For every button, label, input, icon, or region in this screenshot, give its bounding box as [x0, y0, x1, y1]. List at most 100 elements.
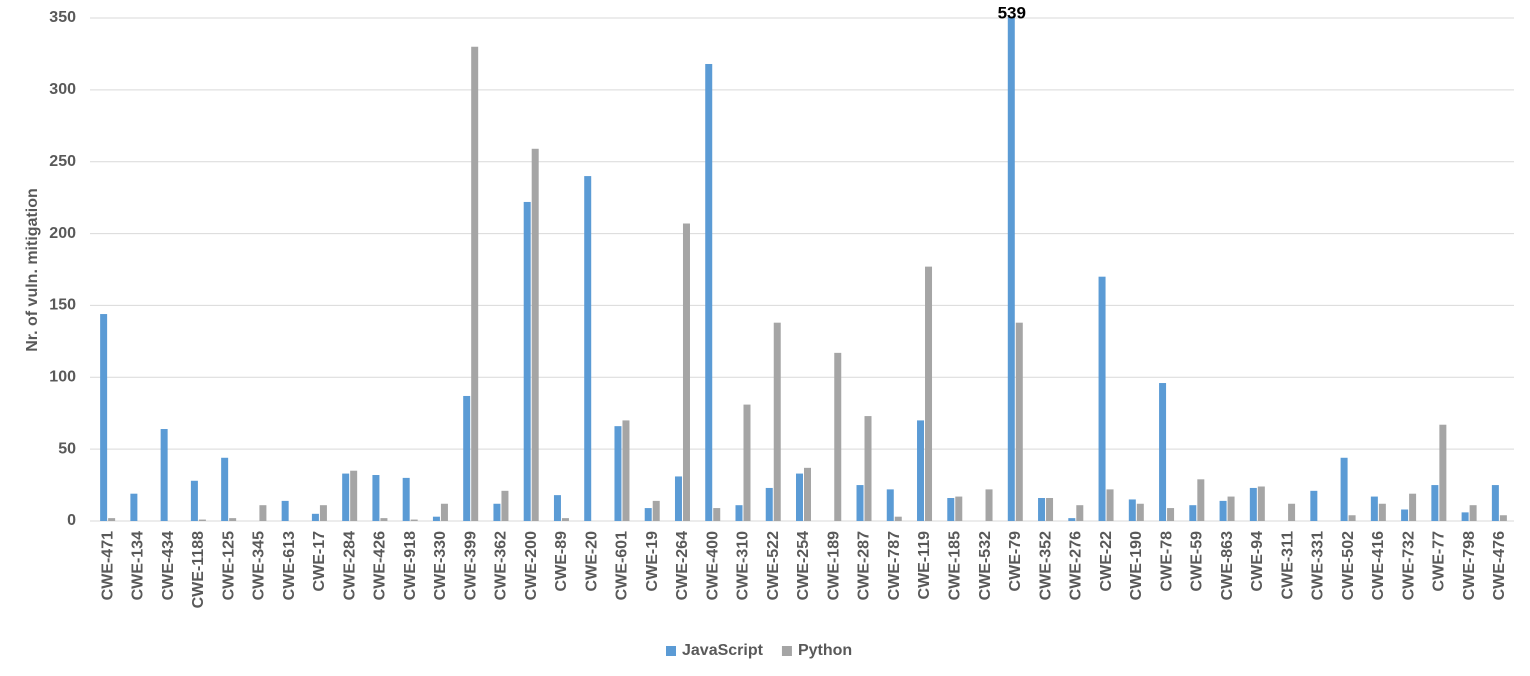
data-label: 539 — [998, 3, 1026, 22]
bar — [743, 404, 751, 521]
x-tick-label: CWE-200 — [523, 531, 540, 600]
bar — [1409, 493, 1417, 521]
bar — [432, 516, 440, 521]
bar — [1370, 496, 1378, 521]
x-tick-label: CWE-522 — [765, 531, 782, 600]
bar — [1219, 500, 1227, 521]
bar — [1136, 503, 1144, 521]
bar — [584, 176, 592, 522]
bar — [1098, 276, 1106, 521]
bar — [1348, 515, 1356, 521]
y-axis-label: Nr. of vuln. mitigation — [24, 188, 41, 352]
x-tick-label: CWE-613 — [281, 531, 298, 600]
x-tick-label: CWE-476 — [1491, 531, 1508, 600]
x-tick-label: CWE-787 — [886, 531, 903, 600]
x-tick-label: CWE-416 — [1370, 531, 1387, 600]
bar — [705, 63, 713, 521]
bar — [410, 519, 418, 521]
bar — [1491, 485, 1499, 521]
bar — [1401, 509, 1409, 521]
bar — [531, 148, 539, 521]
x-tick-label: CWE-311 — [1279, 531, 1296, 600]
bar — [765, 487, 773, 521]
plot-area — [100, 17, 1507, 522]
bar — [1310, 490, 1318, 521]
x-tick-label: CWE-254 — [795, 531, 812, 600]
bar — [1197, 479, 1205, 521]
bar — [130, 493, 138, 521]
bar — [523, 201, 531, 521]
bar — [1499, 515, 1507, 521]
bar — [1068, 518, 1076, 521]
bar — [281, 500, 289, 521]
x-tick-label: CWE-59 — [1189, 531, 1206, 592]
x-tick-label: CWE-189 — [825, 531, 842, 600]
legend-label: Python — [798, 642, 852, 659]
x-tick-label: CWE-19 — [644, 531, 661, 592]
bar — [622, 420, 630, 521]
x-tick-label: CWE-863 — [1219, 531, 1236, 600]
x-tick-label: CWE-1188 — [190, 531, 207, 608]
bar — [985, 489, 993, 521]
bar — [1431, 485, 1439, 521]
bar — [372, 475, 380, 521]
bar — [947, 498, 955, 521]
bar — [190, 480, 198, 521]
bar — [1227, 496, 1235, 521]
y-tick-label: 200 — [49, 225, 76, 242]
x-tick-label: CWE-134 — [130, 531, 147, 600]
bar — [350, 470, 358, 521]
x-tick-label: CWE-264 — [674, 531, 691, 600]
legend-label: JavaScript — [682, 642, 764, 659]
bar — [773, 322, 781, 521]
x-tick-label: CWE-532 — [977, 531, 994, 600]
bar — [1189, 505, 1197, 521]
x-tick-label: CWE-502 — [1340, 531, 1357, 600]
y-tick-label: 350 — [49, 9, 76, 26]
bar — [856, 485, 864, 521]
bar — [1461, 512, 1469, 521]
bar — [1015, 322, 1023, 521]
y-tick-label: 300 — [49, 81, 76, 98]
x-tick-label: CWE-352 — [1037, 531, 1054, 600]
x-tick-label: CWE-276 — [1068, 531, 1085, 600]
bar — [1257, 486, 1265, 521]
x-tick-label: CWE-77 — [1431, 531, 1448, 592]
bar — [713, 508, 721, 521]
bar — [735, 505, 743, 521]
bar — [674, 476, 682, 521]
bar — [561, 518, 569, 521]
bar — [100, 314, 108, 521]
bar — [1159, 383, 1167, 521]
y-tick-label: 100 — [49, 369, 76, 386]
bar — [614, 426, 622, 521]
x-tick-label: CWE-22 — [1098, 531, 1115, 592]
bar — [1469, 505, 1477, 521]
x-tick-label: CWE-331 — [1310, 531, 1327, 600]
y-tick-label: 0 — [67, 512, 76, 529]
legend-swatch — [666, 646, 676, 656]
bar — [380, 518, 388, 521]
y-tick-label: 250 — [49, 153, 76, 170]
bar — [796, 473, 803, 521]
bar — [553, 495, 561, 521]
x-tick-label: CWE-399 — [462, 531, 479, 600]
bar — [1167, 508, 1175, 521]
bar — [925, 266, 933, 521]
y-tick-label: 50 — [58, 440, 76, 457]
x-tick-label: CWE-78 — [1158, 531, 1175, 592]
bar — [1340, 457, 1348, 521]
x-tick-label: CWE-185 — [946, 531, 963, 600]
x-tick-label: CWE-94 — [1249, 531, 1266, 592]
bar — [319, 505, 327, 521]
bar — [259, 505, 267, 521]
x-tick-label: CWE-89 — [553, 531, 570, 592]
bar — [1249, 487, 1257, 521]
x-tick-label: CWE-190 — [1128, 531, 1145, 600]
x-tick-label: CWE-732 — [1400, 531, 1417, 600]
bar — [1076, 505, 1084, 521]
bar — [229, 518, 237, 521]
bar — [1106, 489, 1114, 521]
x-tick-label: CWE-601 — [614, 531, 631, 600]
